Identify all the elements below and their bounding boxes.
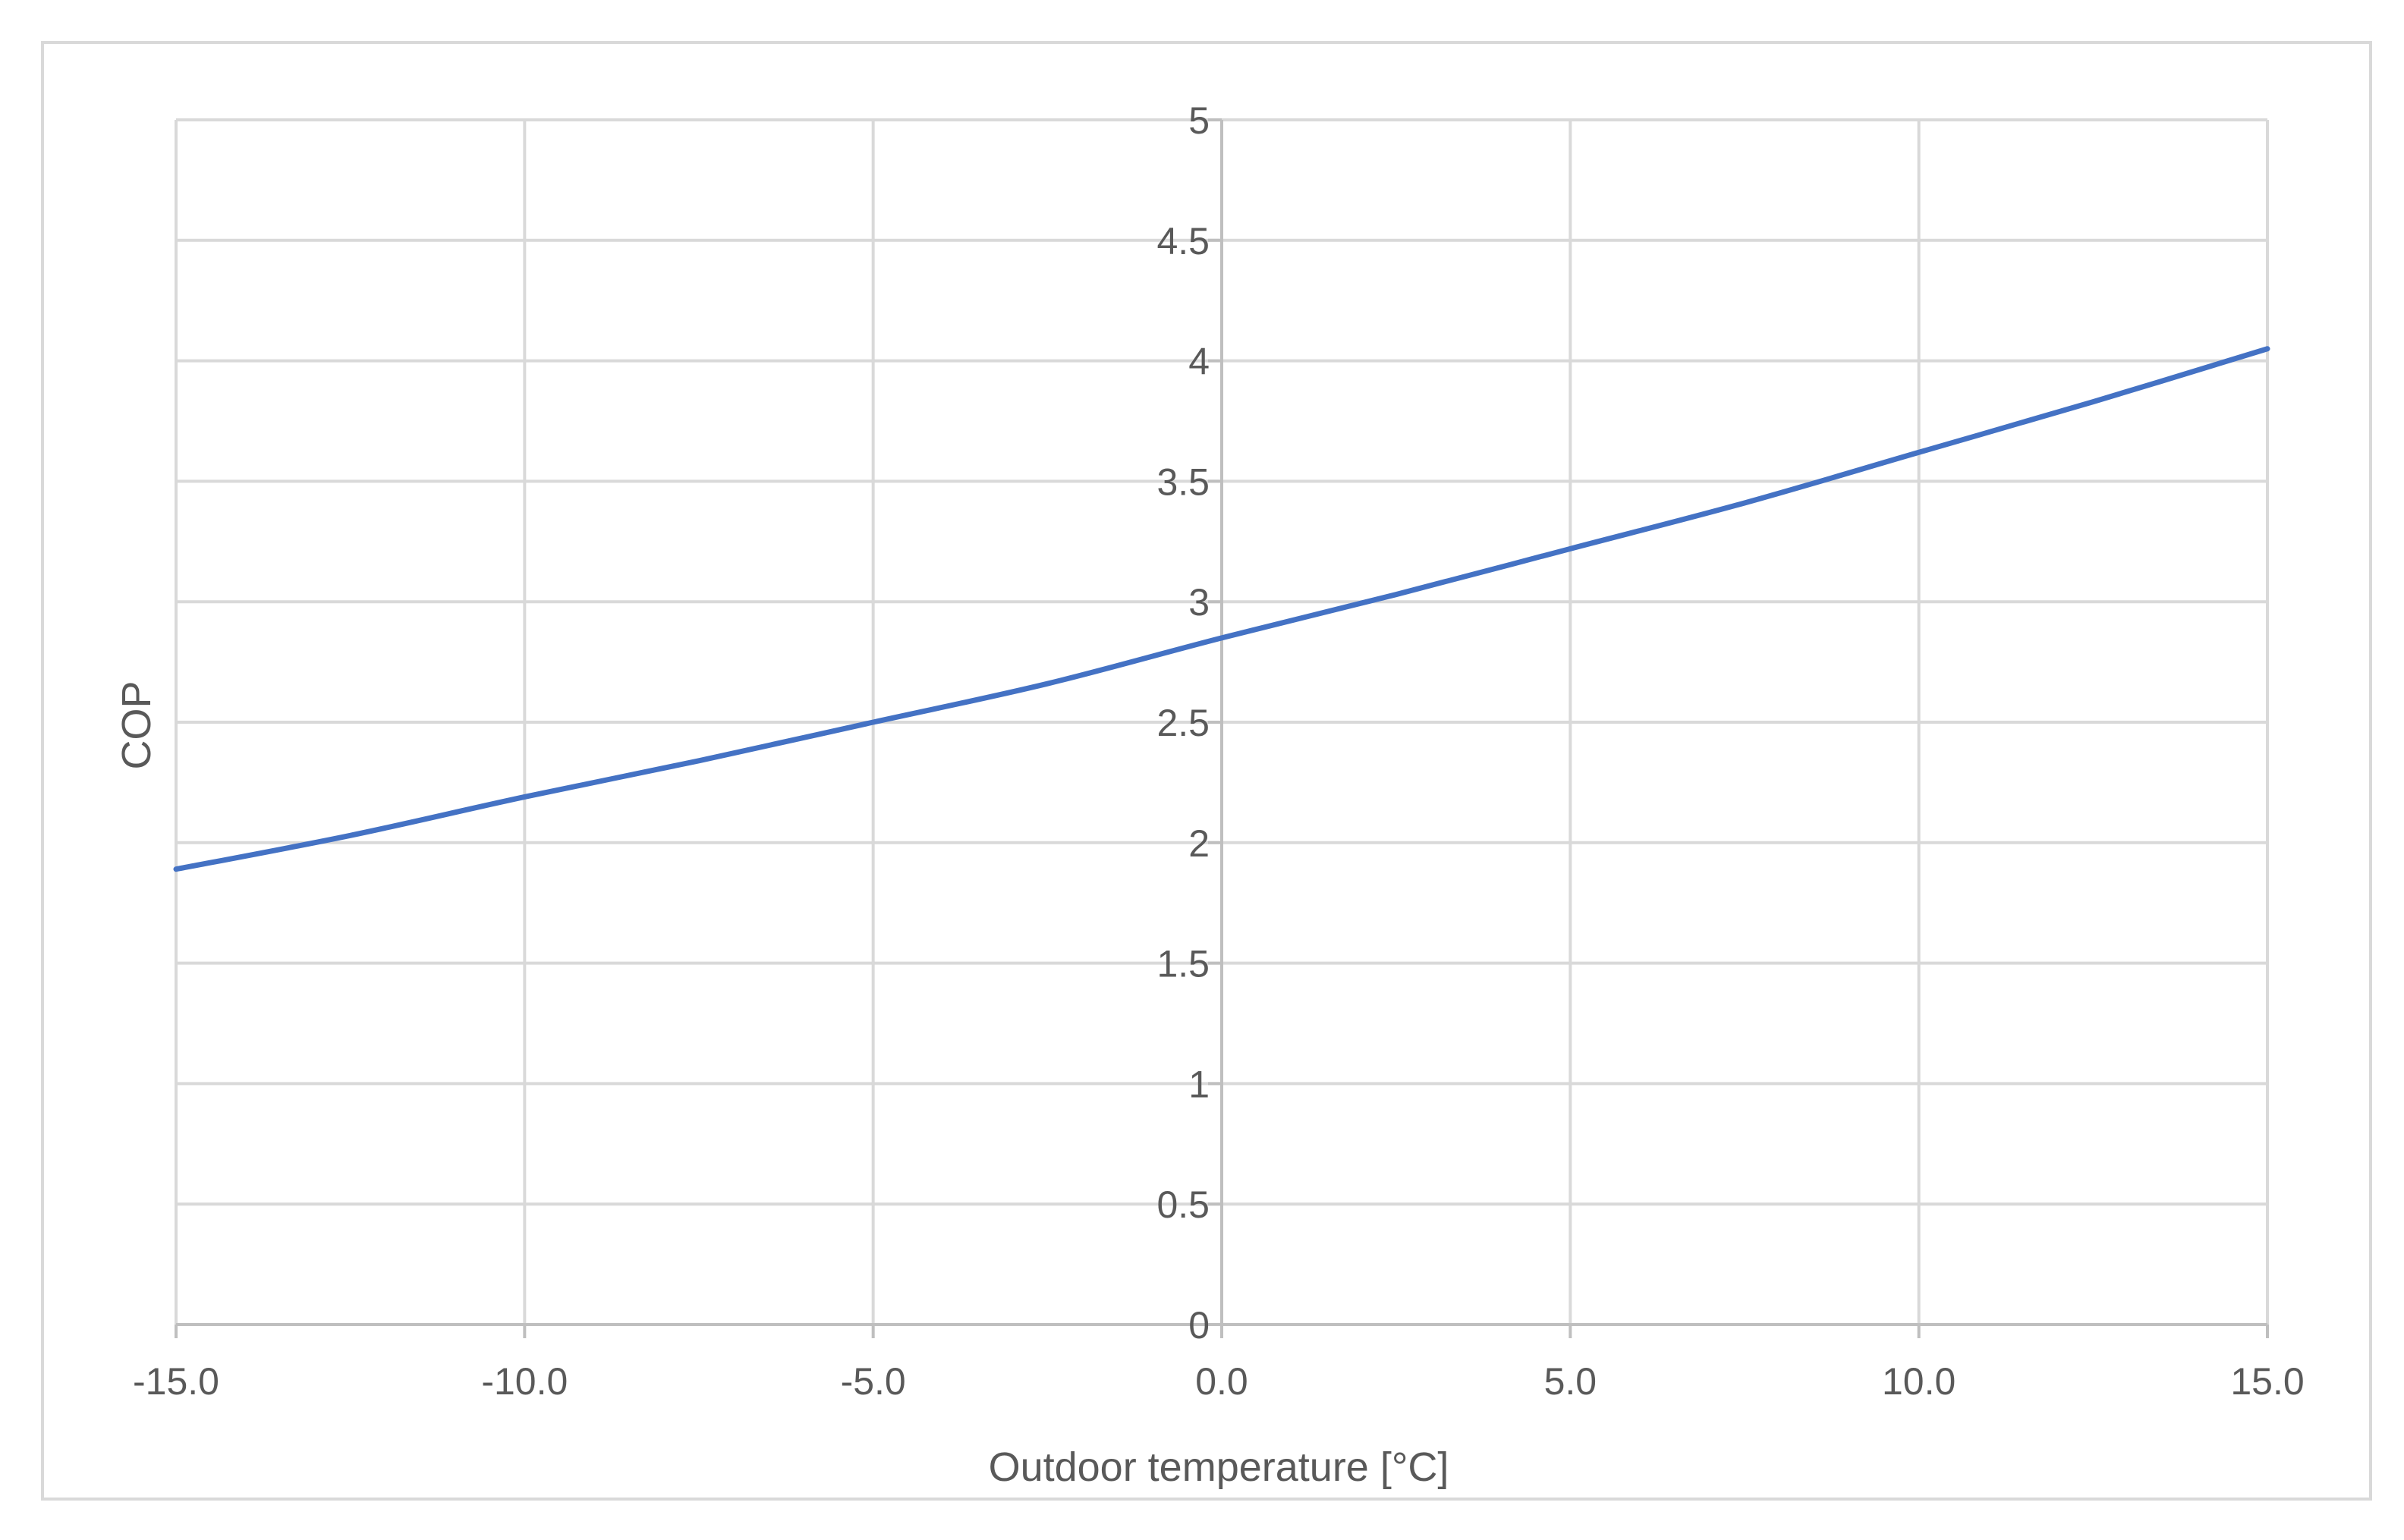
x-tick-label: 10.0 bbox=[1882, 1360, 1956, 1403]
y-tick-label: 2 bbox=[1188, 822, 1210, 865]
y-tick-label: 3 bbox=[1188, 581, 1210, 624]
series-line bbox=[173, 346, 2270, 872]
x-tick-label: -15.0 bbox=[133, 1360, 219, 1403]
y-tick-label: 5 bbox=[1188, 99, 1210, 142]
x-tick-label: 15.0 bbox=[2230, 1360, 2304, 1403]
x-tick-label: 5.0 bbox=[1544, 1360, 1597, 1403]
x-tick-label: -10.0 bbox=[481, 1360, 568, 1403]
chart-frame bbox=[41, 41, 2372, 1501]
tick-labels: 0 0.5 1 1.5 2 2.5 3 3.5 4 4.5 5 -15.0 -10.0 -5.0 0.0 5.… bbox=[133, 99, 2305, 1403]
axes bbox=[175, 118, 2269, 1338]
series-layer bbox=[173, 346, 2270, 872]
x-tick-label: -5.0 bbox=[841, 1360, 906, 1403]
y-tick-label: 1.5 bbox=[1156, 943, 1210, 985]
x-axis-title: Outdoor temperature [°C] bbox=[989, 1444, 1449, 1490]
y-tick-label: 1 bbox=[1188, 1063, 1210, 1105]
y-tick-label: 0 bbox=[1188, 1304, 1210, 1347]
y-tick-label: 4 bbox=[1188, 341, 1210, 383]
y-tick-label: 2.5 bbox=[1156, 702, 1210, 744]
y-tick-label: 0.5 bbox=[1156, 1183, 1210, 1226]
y-tick-label: 3.5 bbox=[1156, 460, 1210, 503]
y-axis-title: COP bbox=[114, 680, 159, 769]
x-tick-label: 0.0 bbox=[1195, 1360, 1248, 1403]
y-tick-label: 4.5 bbox=[1156, 220, 1210, 262]
